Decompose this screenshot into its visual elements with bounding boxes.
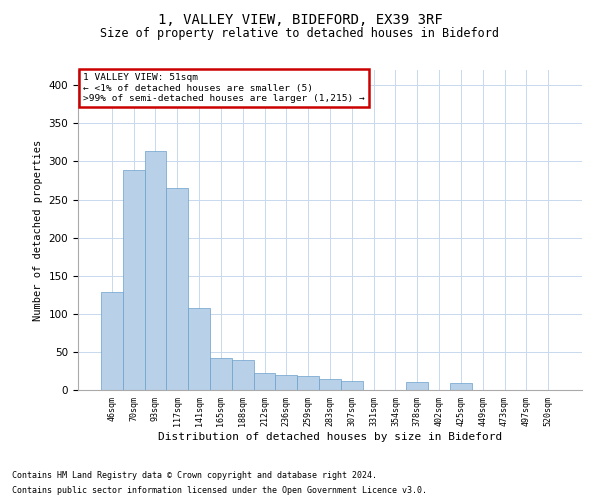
Bar [341,381,363,390]
Y-axis label: Number of detached properties: Number of detached properties [33,140,43,320]
Bar [145,151,166,390]
Bar [101,292,123,390]
Text: 1, VALLEY VIEW, BIDEFORD, EX39 3RF: 1, VALLEY VIEW, BIDEFORD, EX39 3RF [158,12,442,26]
Bar [297,376,319,390]
Text: Size of property relative to detached houses in Bideford: Size of property relative to detached ho… [101,28,499,40]
Bar [123,170,145,390]
X-axis label: Distribution of detached houses by size in Bideford: Distribution of detached houses by size … [158,432,502,442]
Bar [450,383,472,390]
Bar [406,382,428,390]
Bar [188,308,210,390]
Bar [254,373,275,390]
Bar [210,358,232,390]
Bar [275,375,297,390]
Bar [166,188,188,390]
Bar [232,360,254,390]
Text: Contains HM Land Registry data © Crown copyright and database right 2024.: Contains HM Land Registry data © Crown c… [12,471,377,480]
Text: 1 VALLEY VIEW: 51sqm
← <1% of detached houses are smaller (5)
>99% of semi-detac: 1 VALLEY VIEW: 51sqm ← <1% of detached h… [83,73,365,103]
Text: Contains public sector information licensed under the Open Government Licence v3: Contains public sector information licen… [12,486,427,495]
Bar [319,378,341,390]
